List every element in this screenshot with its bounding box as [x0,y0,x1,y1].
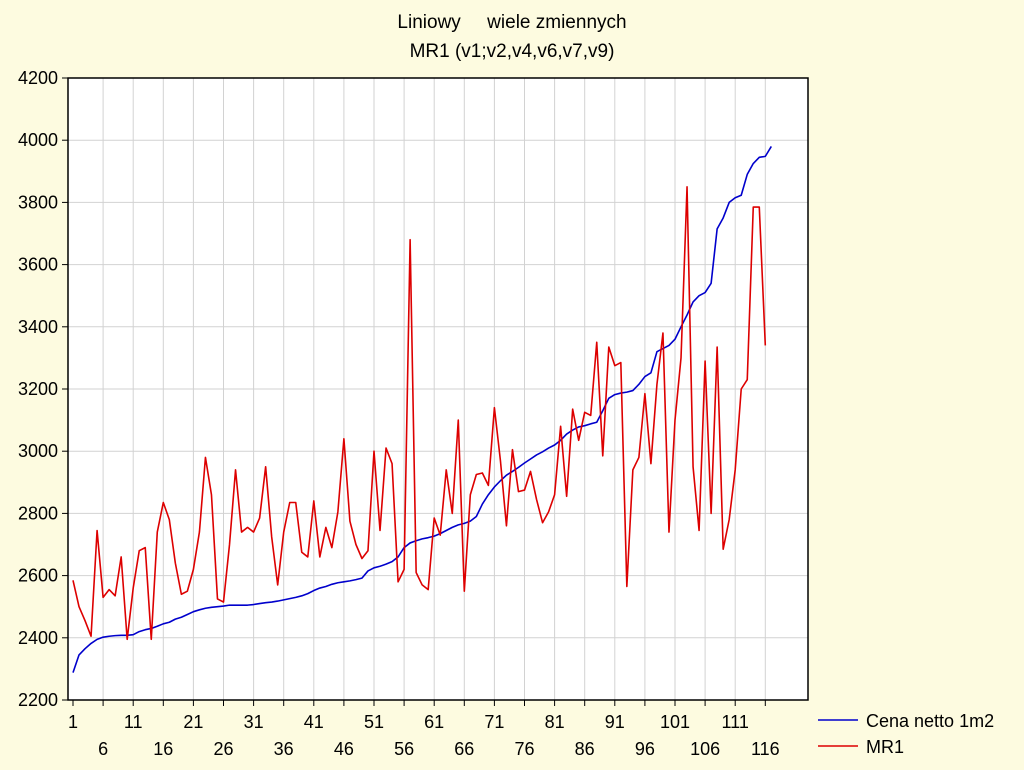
x-tick-label: 36 [274,739,294,759]
x-tick-label: 81 [545,712,565,732]
x-tick-label: 91 [605,712,625,732]
y-tick-label: 2400 [18,628,58,648]
y-tick-label: 2600 [18,566,58,586]
y-tick-label: 3200 [18,379,58,399]
x-tick-label: 11 [124,712,143,732]
y-tick-label: 3600 [18,255,58,275]
x-tick-label: 21 [183,712,203,732]
x-tick-label: 1 [68,712,78,732]
x-tick-label: 76 [514,739,534,759]
x-tick-label: 6 [98,739,108,759]
series-group [72,146,773,673]
x-tick-label: 46 [334,739,354,759]
y-tick-label: 4000 [18,130,58,150]
chart-subtitle: MR1 (v1;v2,v4,v6,v7,v9) [410,41,615,62]
y-tick-label: 4200 [18,68,58,88]
y-tick-label: 3800 [18,192,58,212]
x-tick-label: 96 [635,739,655,759]
x-tick-label: 56 [394,739,414,759]
x-tick-label: 31 [244,712,264,732]
legend-label-mr1: MR1 [866,737,904,757]
legend: Cena netto 1m2 MR1 [818,711,994,757]
legend-label-cena-netto-1m2: Cena netto 1m2 [866,711,994,731]
x-tick-label: 101 [660,712,690,732]
x-tick-label: 61 [424,712,444,732]
x-tick-label: 111 [722,712,749,732]
x-tick-label: 66 [454,739,474,759]
y-tick-label: 2800 [18,503,58,523]
y-tick-label: 3000 [18,441,58,461]
x-tick-label: 41 [304,712,324,732]
chart-title: Liniowy wiele zmiennych [397,12,626,33]
y-tick-label: 3400 [18,317,58,337]
y-axis: 2200 2400 2600 2800 3000 3200 3400 3600 3800 4000… [18,68,68,710]
series-line-cena-netto-1m2 [72,146,773,673]
x-tick-label: 16 [153,739,173,759]
grid-lines [68,78,808,700]
x-tick-label: 106 [690,739,720,759]
x-tick-label: 26 [213,739,233,759]
x-tick-label: 86 [575,739,595,759]
x-tick-label: 51 [364,712,384,732]
x-tick-label: 71 [484,712,504,732]
series-line-mr1 [72,186,767,641]
x-tick-label: 116 [751,739,780,759]
y-tick-label: 2200 [18,690,58,710]
